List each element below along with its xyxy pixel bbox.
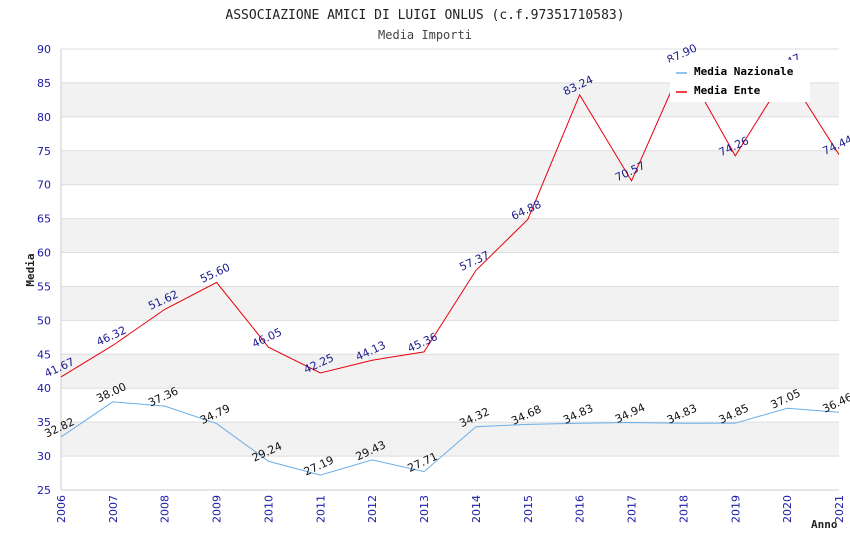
grid-band	[61, 354, 839, 389]
x-tick-label: 2006	[55, 495, 68, 523]
y-tick-label: 85	[37, 77, 51, 90]
y-tick-label: 90	[37, 43, 51, 56]
x-axis-label: Anno	[811, 518, 838, 531]
legend-label-media-ente: Media Ente	[694, 84, 761, 97]
y-tick-label: 50	[37, 314, 51, 327]
y-axis-ticks: 25 30 35 40 45 50 55 60 65 70 75 80 85 90	[37, 43, 51, 497]
y-tick-label: 40	[37, 382, 51, 395]
x-tick-label: 2015	[522, 495, 535, 523]
data-label-media-ente: 55.60	[198, 261, 232, 286]
x-tick-label: 2013	[418, 495, 431, 523]
y-tick-label: 70	[37, 179, 51, 192]
grid-lines	[61, 48, 839, 491]
y-tick-label: 45	[37, 348, 51, 361]
series-line-media-nazionale	[60, 401, 840, 476]
y-tick-label: 30	[37, 450, 51, 463]
x-tick-label: 2010	[262, 495, 275, 523]
data-label-media-ente: 46.32	[94, 324, 128, 349]
x-tick-label: 2018	[677, 495, 690, 523]
grid-band	[61, 422, 839, 457]
series-group	[60, 62, 840, 476]
y-tick-label: 55	[37, 280, 51, 293]
axes	[60, 49, 839, 491]
y-tick-label: 65	[37, 213, 51, 226]
grid-bands	[61, 82, 839, 457]
x-tick-label: 2017	[626, 495, 639, 523]
y-tick-label: 60	[37, 247, 51, 260]
x-tick-label: 2009	[211, 495, 224, 523]
x-tick-label: 2020	[781, 495, 794, 523]
x-tick-label: 2019	[729, 495, 742, 523]
legend-box	[670, 60, 810, 102]
chart-title: ASSOCIAZIONE AMICI DI LUIGI ONLUS (c.f.9…	[225, 8, 624, 23]
x-tick-label: 2007	[107, 495, 120, 523]
grid-band	[61, 218, 839, 253]
data-label-media-ente: 45.36	[406, 330, 440, 355]
grid-band	[61, 286, 839, 321]
y-tick-label: 35	[37, 416, 51, 429]
grid-band	[61, 150, 839, 185]
x-tick-label: 2021	[833, 495, 846, 523]
chart-subtitle: Media Importi	[378, 28, 472, 42]
legend: Media Nazionale Media Ente	[670, 60, 810, 102]
y-tick-label: 80	[37, 111, 51, 124]
y-tick-label: 25	[37, 484, 51, 497]
y-tick-label: 75	[37, 145, 51, 158]
x-tick-label: 2011	[314, 495, 327, 523]
x-tick-label: 2008	[159, 495, 172, 523]
x-tick-label: 2012	[366, 495, 379, 523]
data-label-media-nazionale: 37.05	[769, 387, 803, 412]
series-line-media-ente	[60, 62, 840, 378]
x-tick-label: 2016	[574, 495, 587, 523]
x-tick-label: 2014	[470, 495, 483, 523]
x-axis-ticks: 2006 2007 2008 2009 2010 2011 2012 2013 2014 2015…	[55, 495, 846, 523]
y-axis-label: Media	[24, 253, 37, 286]
legend-label-media-nazionale: Media Nazionale	[694, 65, 794, 78]
data-label-media-ente: 46.05	[250, 325, 284, 350]
